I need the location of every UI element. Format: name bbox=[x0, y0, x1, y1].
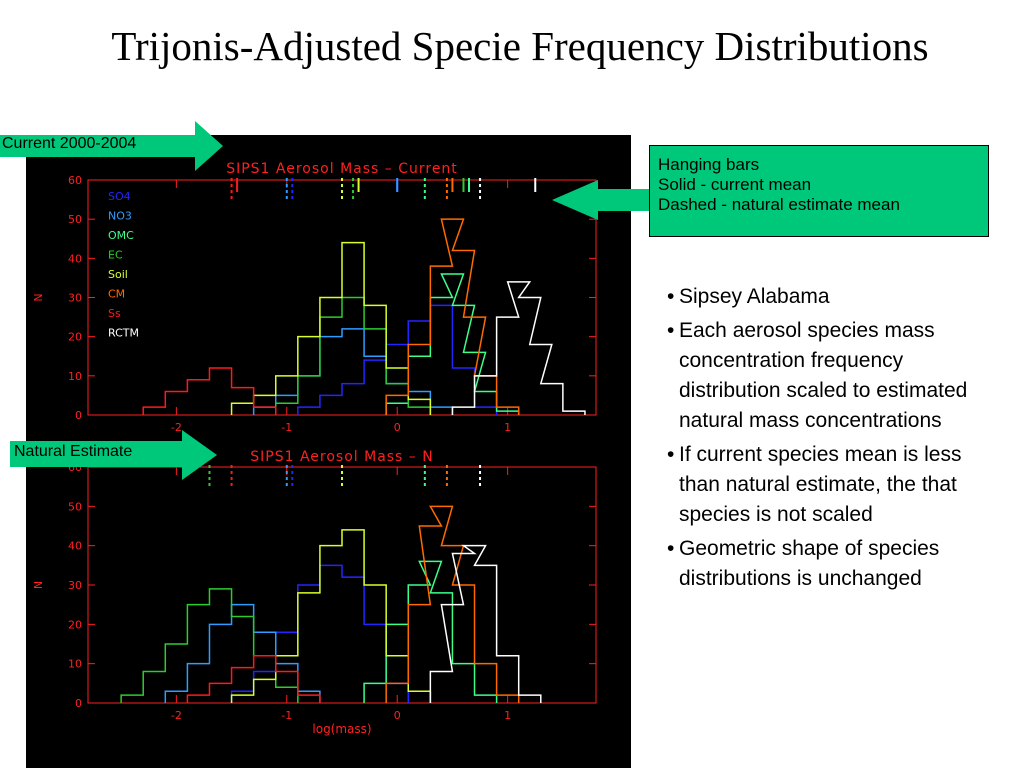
bullet-item: Sipsey Alabama bbox=[663, 282, 1003, 312]
y-tick-label: 0 bbox=[75, 697, 82, 710]
info-line-2: Solid - current mean bbox=[658, 175, 812, 194]
y-tick-label: 20 bbox=[68, 331, 82, 344]
series-cm-line bbox=[385, 218, 520, 415]
y-tick-label: 40 bbox=[68, 540, 82, 553]
x-tick-label: 0 bbox=[394, 421, 401, 434]
legend-entry-so4: SO4 bbox=[108, 190, 131, 203]
series-ec-line bbox=[274, 296, 432, 415]
info-arrow-shaft bbox=[597, 189, 649, 211]
legend-entry-soil: Soil bbox=[108, 268, 128, 281]
natural-arrow-icon bbox=[182, 430, 217, 480]
series-ss-line bbox=[186, 655, 321, 703]
info-line-1: Hanging bars bbox=[658, 155, 760, 174]
y-tick-label: 10 bbox=[68, 658, 82, 671]
y-axis-label: N bbox=[32, 293, 45, 301]
series-cm-line bbox=[385, 505, 520, 703]
info-arrow-icon bbox=[552, 180, 598, 220]
y-tick-label: 50 bbox=[68, 500, 82, 513]
legend-entry-rctm: RCTM bbox=[108, 327, 139, 340]
legend-entry-no3: NO3 bbox=[108, 210, 132, 223]
current-arrow-icon bbox=[195, 121, 223, 171]
y-tick-label: 0 bbox=[75, 409, 82, 422]
y-tick-label: 20 bbox=[68, 618, 82, 631]
info-line-3: Dashed - natural estimate mean bbox=[658, 195, 900, 214]
y-tick-label: 30 bbox=[68, 292, 82, 305]
x-tick-label: -1 bbox=[281, 421, 292, 434]
x-tick-label: -2 bbox=[171, 421, 182, 434]
bullet-item: Each aerosol species mass concentration … bbox=[663, 316, 1003, 436]
label-current: Current 2000-2004 bbox=[0, 135, 197, 157]
chart-title: SIPS1 Aerosol Mass – N bbox=[250, 449, 433, 465]
chart-title: SIPS1 Aerosol Mass – Current bbox=[226, 161, 458, 177]
plot-frame bbox=[87, 466, 597, 704]
legend-entry-ss: Ss bbox=[108, 307, 121, 320]
bullet-item: If current species mean is less than nat… bbox=[663, 440, 1003, 530]
bullet-list: Sipsey Alabama Each aerosol species mass… bbox=[663, 282, 1003, 598]
x-tick-label: -1 bbox=[281, 709, 292, 722]
y-tick-label: 30 bbox=[68, 579, 82, 592]
info-box: Hanging bars Solid - current mean Dashed… bbox=[649, 145, 989, 237]
legend-entry-omc: OMC bbox=[108, 229, 134, 242]
label-natural: Natural Estimate bbox=[10, 441, 182, 467]
x-tick-label: -2 bbox=[171, 709, 182, 722]
series-ss-line bbox=[142, 367, 277, 415]
series-rctm-line bbox=[429, 544, 542, 703]
x-axis-label: log(mass) bbox=[312, 722, 371, 736]
legend-entry-cm: CM bbox=[108, 288, 125, 301]
y-tick-label: 60 bbox=[68, 174, 82, 187]
x-tick-label: 1 bbox=[504, 421, 511, 434]
series-soil-line bbox=[230, 529, 432, 703]
y-axis-label: N bbox=[32, 581, 45, 589]
series-no3-line bbox=[164, 603, 321, 703]
y-tick-label: 10 bbox=[68, 370, 82, 383]
x-tick-label: 1 bbox=[504, 709, 511, 722]
series-no3-line bbox=[252, 328, 454, 415]
series-rctm-line bbox=[451, 281, 586, 415]
y-tick-label: 50 bbox=[68, 213, 82, 226]
slide-title: Trijonis-Adjusted Specie Frequency Distr… bbox=[111, 23, 929, 69]
y-tick-label: 40 bbox=[68, 252, 82, 265]
legend-entry-ec: EC bbox=[108, 249, 123, 262]
x-tick-label: 0 bbox=[394, 709, 401, 722]
series-soil-line bbox=[230, 241, 432, 415]
series-so4-line bbox=[297, 304, 498, 415]
bullet-item: Geometric shape of species distributions… bbox=[663, 534, 1003, 594]
